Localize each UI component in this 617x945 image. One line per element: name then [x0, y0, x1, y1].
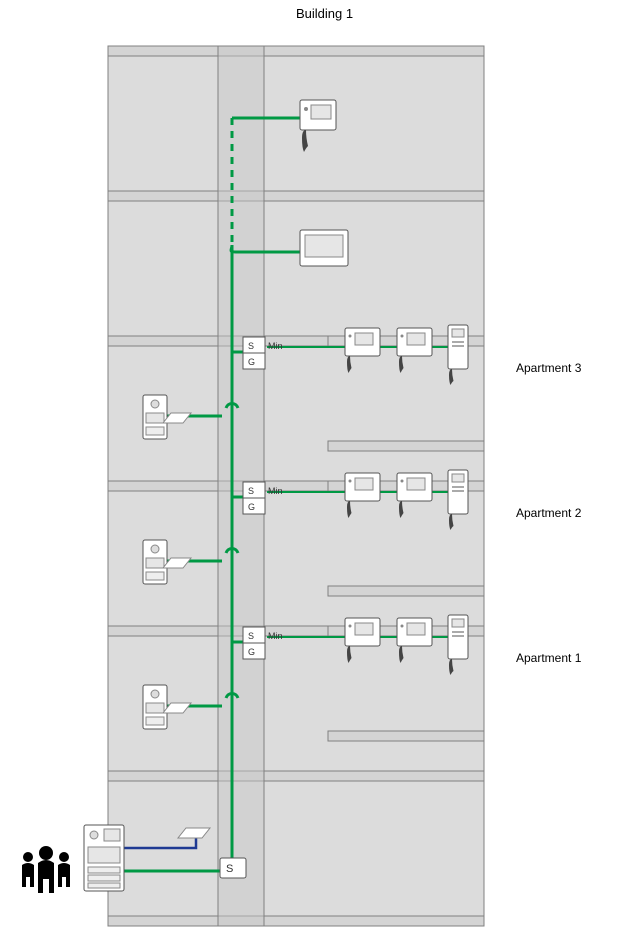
slab	[108, 916, 484, 926]
main-door-station-icon	[84, 825, 124, 891]
apartment-3-label: Apartment 3	[516, 361, 582, 375]
apartment-1-label: Apartment 1	[516, 651, 582, 665]
module-s-label: S	[248, 631, 254, 641]
module-min-label: Min	[268, 486, 283, 496]
module-g-label: G	[248, 502, 255, 512]
slab	[108, 771, 484, 781]
apartment-2-label: Apartment 2	[516, 506, 582, 520]
module-min-label: Min	[268, 631, 283, 641]
s-unit-label: S	[226, 863, 233, 875]
building-title: Building 1	[296, 6, 353, 21]
module-g-label: G	[248, 647, 255, 657]
slab	[108, 191, 484, 201]
people-icon	[22, 846, 70, 893]
module-g-label: G	[248, 357, 255, 367]
module-min-label: Min	[268, 341, 283, 351]
slab	[108, 46, 484, 56]
module-s-label: S	[248, 486, 254, 496]
module-s-label: S	[248, 341, 254, 351]
slab	[328, 441, 484, 451]
slab	[328, 731, 484, 741]
monitor-icon	[300, 230, 348, 266]
slab	[328, 586, 484, 596]
